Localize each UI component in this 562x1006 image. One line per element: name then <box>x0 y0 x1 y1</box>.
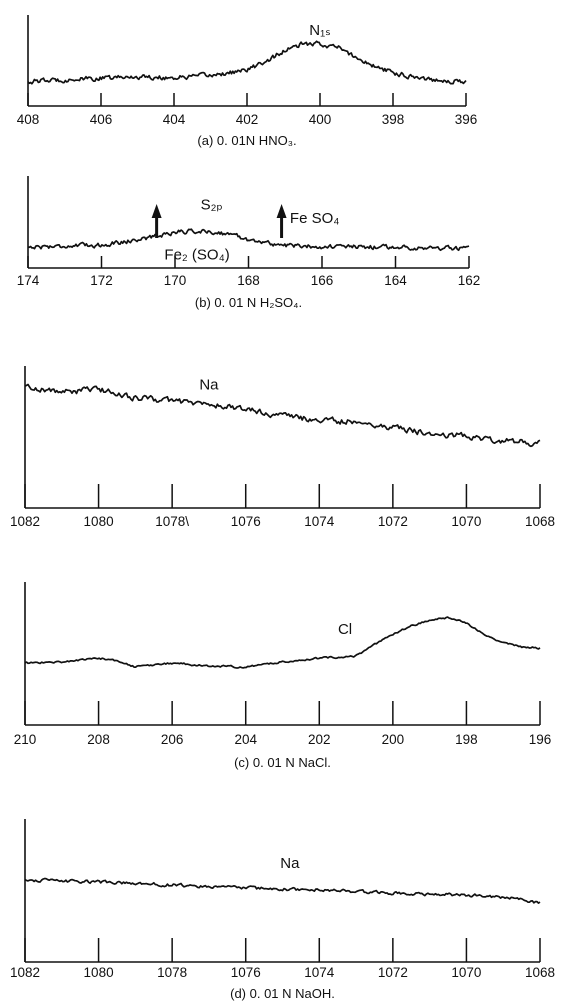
spectrum-trace <box>27 228 470 252</box>
peak-label: Na <box>199 376 219 393</box>
x-tick-label: 1068 <box>525 965 555 980</box>
x-tick-label: 406 <box>90 112 113 127</box>
peak-arrow-head <box>151 204 162 218</box>
x-tick-label: 1078\ <box>155 514 189 529</box>
x-tick-label: 170 <box>164 273 187 288</box>
x-tick-label: 1076 <box>231 965 261 980</box>
x-tick-label: 1070 <box>451 965 481 980</box>
x-tick-label: 1072 <box>378 965 408 980</box>
x-tick-label: 162 <box>458 273 481 288</box>
x-tick-label: 174 <box>17 273 40 288</box>
x-tick-label: 202 <box>308 732 331 747</box>
x-tick-label: 166 <box>311 273 334 288</box>
x-tick-label: 172 <box>90 273 113 288</box>
panel-caption: (a) 0. 01N HNO₃. <box>197 133 296 148</box>
spectrum-trace <box>24 877 541 904</box>
peak-label: N₁ₛ <box>309 22 331 39</box>
x-tick-label: 1072 <box>378 514 408 529</box>
x-tick-label: 206 <box>161 732 184 747</box>
peak-label: Fe SO₄ <box>290 210 339 227</box>
peak-arrow-head <box>276 204 287 218</box>
peak-label: Cl <box>338 621 352 638</box>
spectrum-trace <box>24 383 541 448</box>
x-tick-label: 210 <box>14 732 37 747</box>
x-tick-label: 196 <box>529 732 552 747</box>
x-tick-label: 404 <box>163 112 186 127</box>
spectrum-panel-c: 210 208 206 204 202 200 198 196 Cl (c) 0. 01 N Na… <box>14 582 552 770</box>
x-tick-label: 402 <box>236 112 259 127</box>
spectrum-panel-b: 174 172 170 168 166 164 162 S₂ₚ Fe SO₄ Fe₂ (SO₄) (… <box>17 176 481 310</box>
x-tick-label: 1074 <box>304 514 335 529</box>
x-tick-label: 400 <box>309 112 332 127</box>
spectrum-panel-d: 1082 1080 1078 1076 1074 1072 1070 1068 Na (d) 0.… <box>10 819 555 1001</box>
x-tick-label: 208 <box>87 732 110 747</box>
spectrum-trace <box>27 40 467 85</box>
spectrum-panel-a: 408 406 404 402 400 398 396 N₁ₛ (a) 0. 01N HNO₃. <box>17 15 478 148</box>
x-tick-label: 198 <box>455 732 478 747</box>
x-tick-label: 1076 <box>231 514 261 529</box>
spectrum-panel-na1: 1082 1080 1078\ 1076 1074 1072 1070 1068 Na <box>10 366 555 529</box>
x-tick-label: 1070 <box>451 514 481 529</box>
x-tick-label: 1074 <box>304 965 335 980</box>
panel-caption: (d) 0. 01 N NaOH. <box>230 986 335 1001</box>
peak-label: Fe₂ (SO₄) <box>164 247 229 264</box>
x-tick-label: 398 <box>382 112 405 127</box>
spectrum-trace <box>24 616 541 669</box>
x-tick-label: 1078 <box>157 965 187 980</box>
x-tick-label: 1080 <box>84 965 114 980</box>
panel-caption: (c) 0. 01 N NaCl. <box>234 755 331 770</box>
peak-label: Na <box>280 855 300 872</box>
x-tick-label: 1082 <box>10 514 40 529</box>
x-tick-label: 168 <box>237 273 260 288</box>
x-tick-label: 200 <box>382 732 405 747</box>
x-tick-label: 1082 <box>10 965 40 980</box>
x-tick-label: 164 <box>384 273 407 288</box>
x-tick-label: 408 <box>17 112 40 127</box>
x-tick-label: 396 <box>455 112 478 127</box>
panel-caption: (b) 0. 01 N H₂SO₄. <box>195 295 302 310</box>
peak-label: S₂ₚ <box>201 197 223 214</box>
x-tick-label: 1080 <box>84 514 114 529</box>
x-tick-label: 204 <box>234 732 257 747</box>
x-tick-label: 1068 <box>525 514 555 529</box>
